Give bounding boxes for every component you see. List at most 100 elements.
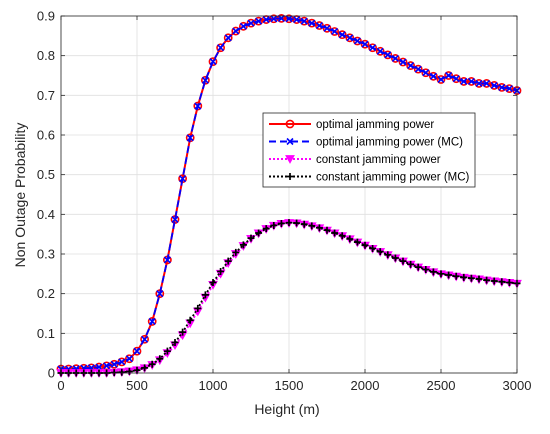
legend-label-3: constant jamming power <box>316 154 441 166</box>
series-2-marker <box>315 21 323 30</box>
series-4-marker <box>148 360 156 368</box>
series-1-marker <box>246 18 256 28</box>
series-4-marker <box>217 267 225 275</box>
series-2-marker <box>460 77 468 86</box>
series-1-marker <box>406 61 415 70</box>
series-4-marker <box>262 225 270 233</box>
y-tick-label: 0.6 <box>37 128 55 143</box>
series-4-marker <box>384 251 392 259</box>
legend-marker-2 <box>286 137 294 146</box>
series-4-marker <box>429 268 437 276</box>
series-2-marker <box>163 256 171 264</box>
series-4-marker <box>300 220 308 228</box>
series-2-marker <box>331 27 339 36</box>
series-2-marker <box>186 134 194 142</box>
series-2-marker <box>323 24 331 32</box>
series-2-marker <box>475 79 483 87</box>
series-4-marker <box>118 368 126 376</box>
series-4-marker <box>179 328 187 336</box>
series-4-marker <box>407 260 415 268</box>
y-tick-label: 0 <box>48 366 55 381</box>
series-1-marker <box>489 81 499 90</box>
series-4-marker <box>483 276 491 284</box>
series-1-marker <box>345 33 355 43</box>
series-4-marker <box>460 273 468 281</box>
series-2-marker <box>133 347 141 355</box>
series-1-marker <box>337 30 347 40</box>
series-2-marker <box>270 15 278 23</box>
series-1-marker <box>140 334 149 344</box>
series-2-marker <box>95 363 103 371</box>
series-4-marker <box>505 279 513 287</box>
series-2-marker <box>391 54 399 63</box>
series-2-marker <box>262 16 270 24</box>
series-1-marker <box>200 75 210 85</box>
series-4-marker <box>163 347 171 355</box>
series-2-marker <box>505 85 513 93</box>
plot-area: 0 500 1000 1500 2000 2500 3000 0 0.1 0.2 0.3 0.4 0.5… <box>37 9 532 394</box>
series-2-marker <box>201 76 209 84</box>
series-1-marker <box>421 68 431 78</box>
series-4-marker <box>323 226 331 234</box>
series-4-marker <box>346 235 354 243</box>
series-1-marker <box>352 36 362 46</box>
series-2-marker <box>232 27 240 35</box>
series-1-marker <box>223 33 233 43</box>
series-2-marker <box>118 358 126 366</box>
series-2-marker <box>445 71 453 80</box>
series-1-marker <box>216 43 225 53</box>
x-axis-label: Height (m) <box>254 401 319 417</box>
series-2-marker <box>490 81 498 89</box>
series-4-marker <box>452 272 460 280</box>
series-2-marker <box>369 44 377 52</box>
series-4-marker <box>369 244 377 252</box>
series-1-marker <box>466 77 476 86</box>
y-tick-label: 0.1 <box>37 326 55 341</box>
y-axis-label: Non Outage Probability <box>12 123 28 268</box>
legend-marker-3 <box>285 155 295 164</box>
series-4-marker <box>338 232 346 240</box>
x-tick-label: 0 <box>57 378 64 393</box>
series-2-marker <box>247 19 255 27</box>
series-4-marker <box>171 338 179 346</box>
series-4-marker <box>490 277 498 285</box>
legend: optimal jamming power optimal jamming pow… <box>262 112 476 188</box>
series-4-marker <box>422 265 430 273</box>
series-2-marker <box>414 65 422 73</box>
series-4-marker <box>445 271 453 279</box>
series-4-marker <box>239 241 247 249</box>
series-1-marker <box>330 27 339 36</box>
series-1-marker <box>368 43 377 53</box>
x-tick-label: 1500 <box>275 378 304 393</box>
series-4-marker <box>270 221 278 229</box>
series-2-marker <box>376 47 384 55</box>
series-4-marker <box>498 278 506 286</box>
series-4-marker <box>467 274 475 282</box>
series-2-marker <box>209 58 217 66</box>
series-1-marker <box>314 21 324 30</box>
series-4-marker <box>376 248 384 256</box>
series-2-marker <box>338 31 346 39</box>
series-4-marker <box>232 248 240 256</box>
series-4-marker <box>399 257 407 265</box>
series-4-marker <box>209 279 217 287</box>
series-4-marker <box>353 238 361 246</box>
series-4-marker <box>224 257 232 265</box>
x-tick-label: 2500 <box>427 378 456 393</box>
x-tick-label: 2000 <box>351 378 380 393</box>
y-tick-label: 0.3 <box>37 247 55 262</box>
series-2-marker <box>437 75 445 84</box>
series-2-marker <box>293 16 301 24</box>
series-2-marker <box>224 34 232 42</box>
x-tick-label: 500 <box>126 378 148 393</box>
legend-label-2: optimal jamming power (MC) <box>316 137 463 149</box>
series-4-marker <box>293 219 301 227</box>
series-2-marker <box>110 360 118 368</box>
series-2-marker <box>255 17 263 25</box>
series-1-marker <box>383 50 393 60</box>
series-2-marker <box>452 75 460 83</box>
series-4-marker <box>308 222 316 230</box>
series-2-marker <box>125 355 133 363</box>
series-2-marker <box>217 44 225 52</box>
